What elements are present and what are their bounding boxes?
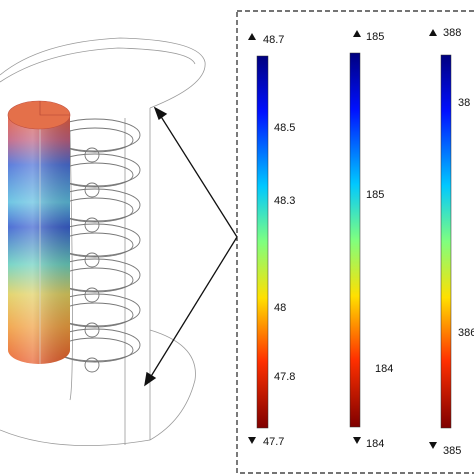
min-label: 385 — [443, 445, 461, 457]
arrows — [144, 106, 238, 387]
tick-label: 386 — [458, 327, 474, 339]
markers — [248, 29, 437, 449]
tick-label: 48.3 — [274, 195, 295, 207]
min-label: 47.7 — [263, 436, 284, 448]
min-label: 184 — [366, 438, 384, 450]
max-label: 388 — [443, 27, 461, 39]
tick-label: 48.5 — [274, 122, 295, 134]
max-label: 185 — [366, 31, 384, 43]
tick-label: 38 — [458, 97, 470, 109]
rod — [7, 100, 71, 364]
illustration — [0, 37, 238, 447]
colorbars: 48.7 48.5 48.3 48 47.8 47.7 185 185 184 … — [248, 27, 474, 457]
max-label: 48.7 — [263, 34, 284, 46]
tick-label: 48 — [274, 302, 286, 314]
legend-box — [236, 10, 474, 474]
colorbar — [440, 54, 452, 429]
tick-label: 185 — [366, 189, 384, 201]
tick-label: 184 — [375, 363, 393, 375]
colorbar — [256, 55, 269, 429]
tick-label: 47.8 — [274, 371, 295, 383]
colorbar — [349, 52, 361, 428]
